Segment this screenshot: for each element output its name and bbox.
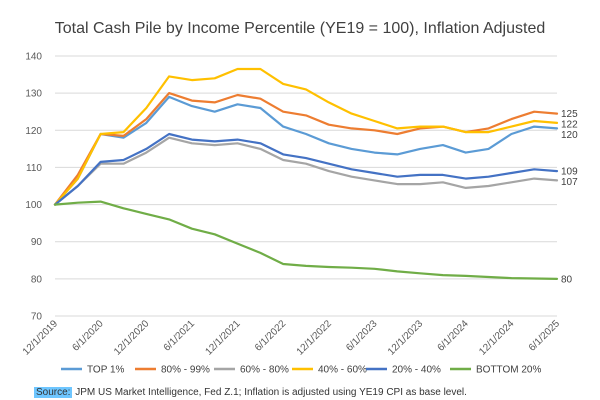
y-tick-label: 90 [31, 237, 43, 248]
source-note: Source: JPM US Market Intelligence, Fed … [34, 387, 467, 398]
source-text: JPM US Market Intelligence, Fed Z.1; Inf… [72, 387, 467, 398]
source-label: Source: [34, 387, 73, 398]
series-line [53, 67, 559, 206]
end-value-label: 122 [561, 120, 578, 131]
y-tick-label: 110 [26, 163, 42, 174]
end-value-label: 125 [561, 109, 578, 120]
series-line [53, 132, 559, 206]
y-tick-label: 130 [25, 89, 42, 100]
legend-label: 60% - 80% [240, 365, 289, 376]
legend-label: TOP 1% [87, 365, 125, 376]
end-value-label: 120 [561, 130, 578, 141]
y-tick-label: 80 [31, 274, 43, 285]
legend-label: BOTTOM 20% [476, 365, 541, 376]
legend-label: 40% - 60% [318, 365, 367, 376]
y-tick-label: 70 [31, 312, 43, 323]
y-tick-label: 100 [25, 200, 42, 211]
end-value-label: 107 [561, 177, 578, 188]
legend-label: 80% - 99% [161, 365, 210, 376]
series-line [53, 95, 559, 206]
series-line [53, 136, 559, 206]
chart-title: Total Cash Pile by Income Percentile (YE… [55, 20, 546, 37]
end-value-label: 80 [561, 274, 573, 285]
series-line [53, 91, 559, 206]
y-tick-label: 120 [25, 126, 42, 137]
end-value-label: 109 [561, 167, 578, 178]
legend-label: 20% - 40% [392, 365, 441, 376]
series-line [53, 200, 559, 280]
y-tick-label: 140 [25, 52, 42, 63]
